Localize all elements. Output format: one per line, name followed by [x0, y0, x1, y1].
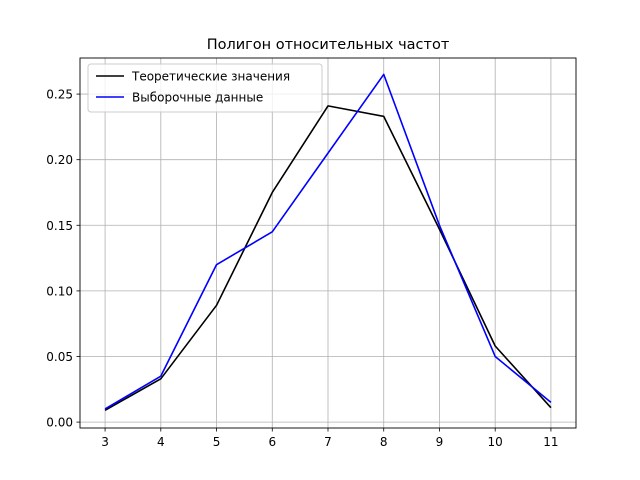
- legend-label-theoretical: Теоретические значения: [131, 70, 290, 84]
- y-tick-label: 0.00: [46, 416, 73, 430]
- x-tick-label: 3: [101, 435, 109, 449]
- chart-title: Полигон относительных частот: [207, 37, 450, 53]
- series-layer: [104, 73, 552, 411]
- x-tick-label: 6: [268, 435, 276, 449]
- y-tick-label: 0.25: [46, 88, 73, 102]
- x-tick-label: 11: [543, 435, 558, 449]
- series-theoretical-line: [104, 105, 552, 411]
- y-tick-label: 0.05: [46, 350, 73, 364]
- x-tick-label: 5: [213, 435, 221, 449]
- x-tick-label: 8: [380, 435, 388, 449]
- x-tick-label: 9: [436, 435, 444, 449]
- series-sample-line: [104, 73, 552, 410]
- x-axis: 3 4 5 6 7 8 9 10 11: [101, 428, 559, 449]
- y-tick-label: 0.10: [46, 284, 73, 298]
- legend-box: [87, 63, 323, 113]
- y-tick-label: 0.15: [46, 219, 73, 233]
- legend-label-sample: Выборочные данные: [132, 91, 263, 105]
- x-tick-label: 10: [488, 435, 503, 449]
- x-tick-label: 7: [324, 435, 332, 449]
- legend: Теоретические значения Выборочные данные: [87, 63, 323, 113]
- grid: [80, 58, 576, 428]
- x-tick-label: 4: [157, 435, 165, 449]
- y-axis: 0.00 0.05 0.10 0.15 0.20 0.25: [46, 88, 80, 430]
- y-tick-label: 0.20: [46, 153, 73, 167]
